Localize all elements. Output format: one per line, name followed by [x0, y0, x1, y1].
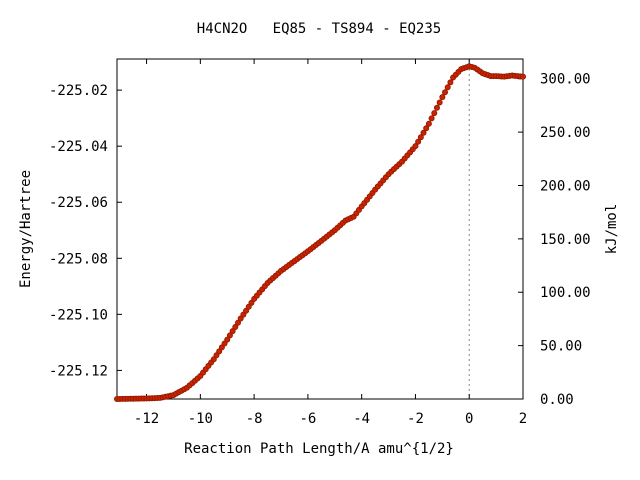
data-point — [428, 115, 435, 122]
x-tick-label: 0 — [465, 411, 473, 427]
y2-axis-label: kJ/mol — [604, 204, 620, 255]
x-axis-ticks: -12 -10 -8 -6 -4 -2 0 2 — [134, 59, 527, 427]
x-tick-label: -12 — [134, 411, 159, 427]
y2-axis-ticks: 0.00 50.00 100.00 150.00 200.00 250.00 300.00 — [518, 72, 591, 408]
y2-tick-label: 200.00 — [540, 178, 591, 194]
data-point — [229, 328, 236, 335]
data-point — [444, 84, 451, 91]
data-point — [433, 104, 440, 111]
y-axis-label: Energy/Hartree — [18, 170, 34, 288]
chart-title: H4CN2O EQ85 - TS894 - EQ235 — [197, 21, 441, 37]
data-point — [232, 323, 239, 330]
y-axis-ticks: -225.02 -225.04 -225.06 -225.08 -225.10 -225.… — [49, 83, 122, 379]
y2-tick-label: 250.00 — [540, 125, 591, 141]
y2-tick-label: 150.00 — [540, 232, 591, 248]
data-point — [447, 79, 454, 86]
x-tick-label: -4 — [353, 411, 370, 427]
data-point — [520, 73, 527, 80]
y-tick-label: -225.10 — [49, 307, 108, 323]
data-point — [439, 94, 446, 101]
y-tick-label: -225.06 — [49, 195, 108, 211]
data-point — [417, 134, 424, 141]
x-tick-label: 2 — [519, 411, 527, 427]
y-tick-label: -225.04 — [49, 139, 108, 155]
data-point — [420, 129, 427, 136]
energy-curve — [116, 65, 524, 400]
data-point — [436, 99, 443, 106]
data-point — [234, 319, 241, 326]
y-tick-label: -225.08 — [49, 251, 108, 267]
data-point — [224, 336, 231, 343]
x-tick-label: -6 — [299, 411, 316, 427]
data-point — [442, 89, 449, 96]
plot-frame — [116, 58, 524, 400]
data-point — [415, 138, 422, 145]
x-tick-label: -2 — [407, 411, 424, 427]
data-point — [226, 332, 233, 339]
y-tick-label: -225.02 — [49, 83, 108, 99]
x-tick-label: -10 — [188, 411, 213, 427]
y-tick-label: -225.12 — [49, 363, 108, 379]
y2-tick-label: 300.00 — [540, 72, 591, 88]
data-point — [425, 120, 432, 127]
y2-tick-label: 100.00 — [540, 285, 591, 301]
x-axis-label: Reaction Path Length/A amu^{1/2} — [184, 441, 454, 457]
data-point — [423, 125, 430, 132]
data-points — [114, 63, 527, 402]
y2-tick-label: 50.00 — [540, 339, 582, 355]
data-point — [431, 110, 438, 117]
x-tick-label: -8 — [246, 411, 263, 427]
data-point — [412, 143, 419, 150]
y2-tick-label: 0.00 — [540, 392, 574, 408]
